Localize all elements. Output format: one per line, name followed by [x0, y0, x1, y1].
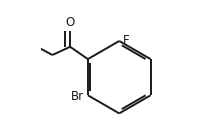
Text: Br: Br	[71, 90, 85, 103]
Text: O: O	[66, 16, 75, 29]
Text: F: F	[123, 34, 129, 47]
